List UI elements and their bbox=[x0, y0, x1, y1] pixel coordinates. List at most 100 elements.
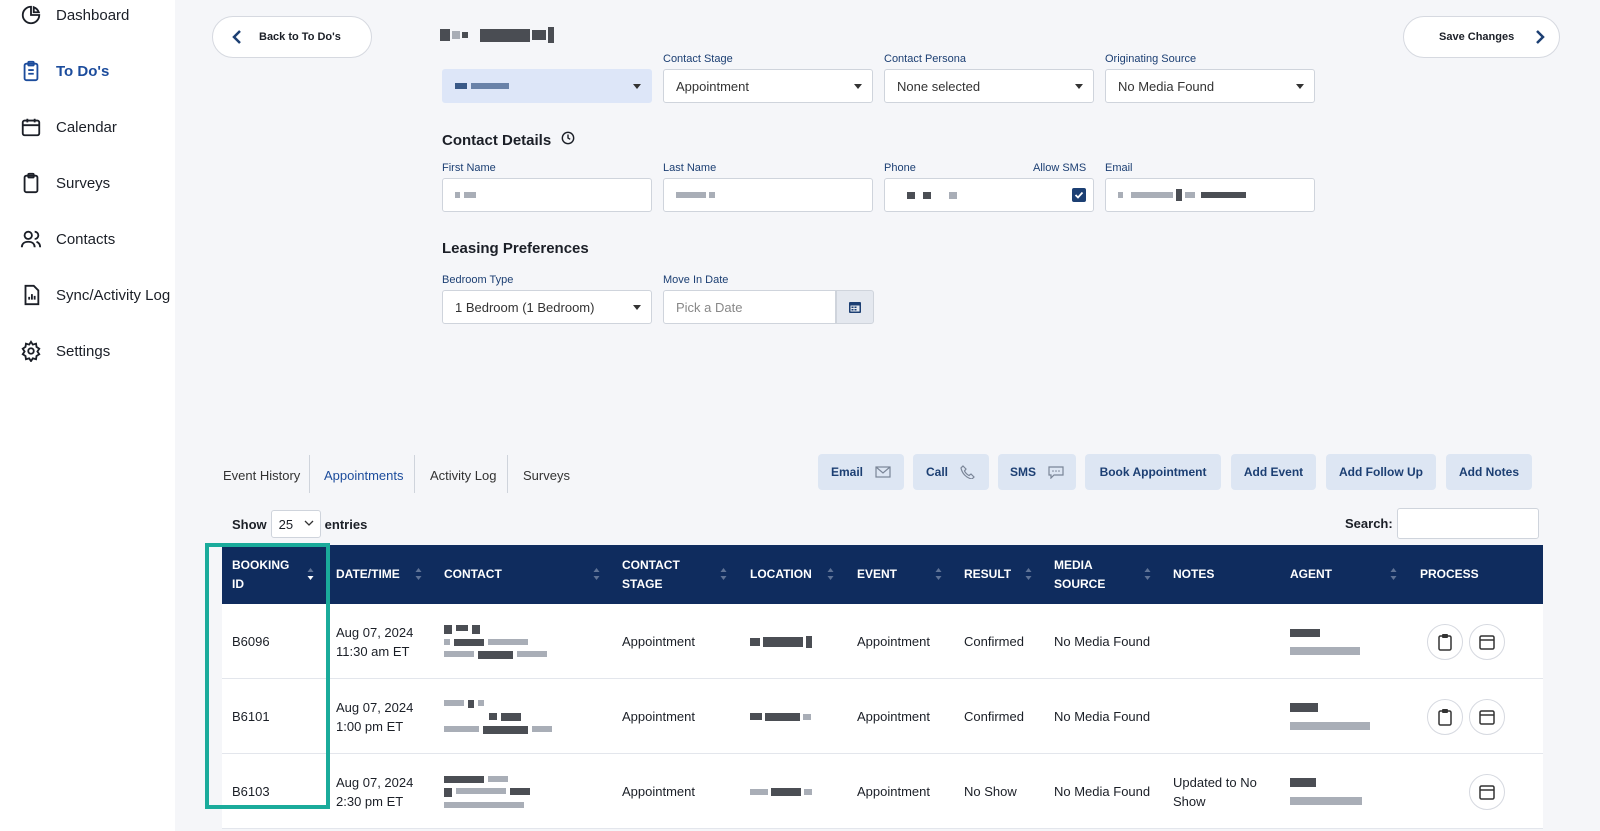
clipboard-action-button[interactable] bbox=[1427, 624, 1463, 660]
header-location[interactable]: LOCATION bbox=[750, 567, 812, 581]
header-result[interactable]: RESULT bbox=[964, 567, 1012, 581]
calendar-icon bbox=[20, 116, 42, 138]
agent-cell-redacted bbox=[1290, 604, 1360, 679]
calendar-icon bbox=[1479, 635, 1495, 650]
property-select[interactable] bbox=[442, 69, 652, 103]
report-icon bbox=[20, 284, 42, 306]
sidebar-item-label: To Do's bbox=[56, 62, 110, 80]
sidebar-item-settings[interactable]: Settings bbox=[20, 338, 110, 364]
table-row[interactable]: B6101 Aug 07, 2024 1:00 pm ET Appointment… bbox=[222, 679, 1543, 754]
originating-source-select[interactable]: No Media Found bbox=[1105, 69, 1315, 103]
back-button[interactable]: Back to To Do's bbox=[212, 16, 372, 58]
sort-icon[interactable] bbox=[720, 566, 727, 582]
table-row[interactable]: B6096 Aug 07, 2024 11:30 am ET Appointmen… bbox=[222, 604, 1543, 679]
header-event[interactable]: EVENT bbox=[857, 567, 898, 581]
allow-sms-checkbox[interactable] bbox=[1072, 188, 1086, 202]
calendar-action-button[interactable] bbox=[1469, 624, 1505, 660]
email-field[interactable] bbox=[1105, 178, 1315, 212]
add-follow-up-button[interactable]: Add Follow Up bbox=[1326, 454, 1436, 490]
sidebar-item-label: Sync/Activity Log bbox=[56, 286, 171, 304]
tab-activity-log[interactable]: Activity Log bbox=[430, 468, 497, 483]
email-button[interactable]: Email bbox=[818, 454, 904, 490]
contact-cell-redacted bbox=[444, 679, 552, 754]
add-notes-button[interactable]: Add Notes bbox=[1446, 454, 1532, 490]
add-event-button[interactable]: Add Event bbox=[1231, 454, 1316, 490]
header-text: STAGE bbox=[622, 576, 663, 591]
contact-details-title: Contact Details bbox=[442, 131, 575, 149]
time-text: 11:30 am ET bbox=[336, 643, 410, 659]
calendar-action-button[interactable] bbox=[1469, 699, 1505, 735]
tab-event-history[interactable]: Event History bbox=[223, 468, 301, 483]
sidebar-item-dashboard[interactable]: Dashboard bbox=[20, 2, 129, 28]
caret-down-icon bbox=[1296, 84, 1304, 89]
move-in-date-label: Move In Date bbox=[663, 274, 729, 286]
header-media-source[interactable]: MEDIA SOURCE bbox=[1054, 545, 1144, 604]
sms-button[interactable]: SMS bbox=[998, 454, 1076, 490]
bedroom-type-label: Bedroom Type bbox=[442, 274, 514, 286]
entries-label: entries bbox=[324, 516, 368, 532]
envelope-icon bbox=[875, 466, 891, 478]
sms-button-label: SMS bbox=[1009, 465, 1036, 479]
sidebar-item-contacts[interactable]: Contacts bbox=[20, 226, 115, 252]
contact-persona-value: None selected bbox=[897, 78, 981, 94]
contact-stage-value: Appointment bbox=[676, 78, 749, 94]
clipboard-action-button[interactable] bbox=[1427, 699, 1463, 735]
sidebar-item-surveys[interactable]: Surveys bbox=[20, 170, 110, 196]
first-name-label: First Name bbox=[442, 162, 496, 174]
date-text: Aug 07, 2024 bbox=[336, 699, 414, 715]
email-label: Email bbox=[1105, 162, 1133, 174]
contact-stage-select[interactable]: Appointment bbox=[663, 69, 873, 103]
clock-icon[interactable] bbox=[561, 131, 575, 149]
clipboard-icon bbox=[20, 172, 42, 194]
gear-icon bbox=[20, 340, 42, 363]
checkmark-icon bbox=[1074, 191, 1084, 199]
contact-persona-select[interactable]: None selected bbox=[884, 69, 1094, 103]
sort-icon[interactable] bbox=[415, 566, 422, 582]
clipboard-icon bbox=[1438, 709, 1452, 726]
tab-divider bbox=[309, 455, 310, 493]
sort-icon[interactable] bbox=[1390, 566, 1397, 582]
header-text: SOURCE bbox=[1054, 576, 1106, 591]
call-button[interactable]: Call bbox=[913, 454, 989, 490]
book-appointment-button[interactable]: Book Appointment bbox=[1085, 454, 1221, 490]
header-booking-id[interactable]: BOOKING ID bbox=[232, 545, 322, 604]
entries-select[interactable]: 25 bbox=[270, 510, 321, 538]
users-icon bbox=[20, 228, 42, 250]
sort-icon[interactable] bbox=[827, 566, 834, 582]
phone-field[interactable] bbox=[884, 178, 1094, 212]
move-in-date-field[interactable]: Pick a Date bbox=[663, 290, 836, 324]
search-input[interactable] bbox=[1397, 508, 1539, 539]
header-contact-stage[interactable]: CONTACT STAGE bbox=[622, 545, 722, 604]
save-changes-button[interactable]: Save Changes bbox=[1403, 16, 1560, 58]
date-picker-button[interactable] bbox=[836, 290, 874, 324]
sort-icon[interactable] bbox=[935, 566, 942, 582]
sort-icon[interactable] bbox=[1144, 566, 1151, 582]
last-name-field[interactable] bbox=[663, 178, 873, 212]
bedroom-type-select[interactable]: 1 Bedroom (1 Bedroom) bbox=[442, 290, 652, 324]
last-name-label: Last Name bbox=[663, 162, 717, 174]
tab-surveys[interactable]: Surveys bbox=[523, 468, 570, 483]
sort-icon[interactable] bbox=[1025, 566, 1032, 582]
event-cell: Appointment bbox=[857, 784, 930, 799]
sidebar-item-todos[interactable]: To Do's bbox=[20, 58, 109, 84]
header-contact[interactable]: CONTACT bbox=[444, 567, 502, 581]
first-name-field[interactable] bbox=[442, 178, 652, 212]
originating-source-value: No Media Found bbox=[1118, 78, 1215, 94]
header-date-time[interactable]: DATE/TIME bbox=[336, 567, 400, 581]
event-cell: Appointment bbox=[857, 634, 930, 649]
calendar-action-button[interactable] bbox=[1469, 774, 1505, 810]
caret-down-icon bbox=[633, 305, 641, 310]
sidebar-item-sync-activity-log[interactable]: Sync/Activity Log bbox=[20, 282, 170, 308]
tab-appointments[interactable]: Appointments bbox=[324, 468, 404, 483]
header-agent[interactable]: AGENT bbox=[1290, 567, 1332, 581]
date-text: Aug 07, 2024 bbox=[336, 624, 414, 640]
sidebar-item-calendar[interactable]: Calendar bbox=[20, 114, 117, 140]
leasing-preferences-title: Leasing Preferences bbox=[442, 240, 589, 257]
header-notes[interactable]: NOTES bbox=[1173, 567, 1215, 581]
table-row[interactable]: B6103 Aug 07, 2024 2:30 pm ET Appointment… bbox=[222, 754, 1543, 829]
date-time-cell: Aug 07, 2024 1:00 pm ET bbox=[336, 679, 413, 754]
sort-icon[interactable] bbox=[593, 566, 600, 582]
sort-icon[interactable] bbox=[307, 566, 314, 582]
booking-id-cell: B6103 bbox=[232, 784, 270, 799]
date-time-cell: Aug 07, 2024 11:30 am ET bbox=[336, 604, 413, 679]
